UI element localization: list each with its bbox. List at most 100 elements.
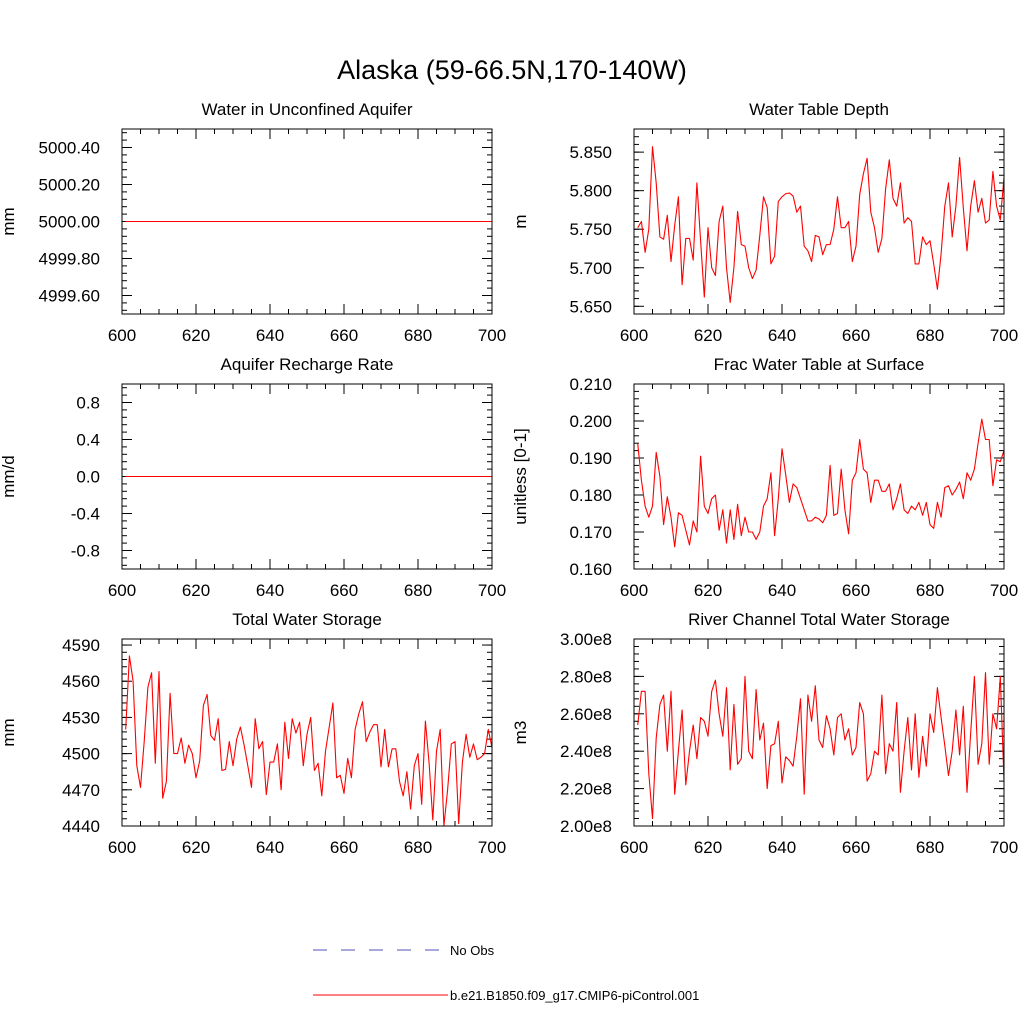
y-axis-label: m [511, 214, 530, 228]
chart-panel-6: River Channel Total Water Storage m3 600 62… [511, 610, 1018, 857]
y-tick-label: 4530 [62, 708, 100, 727]
plot-frame [121, 383, 493, 570]
chart-panel-1: Water in Unconfined Aquifer mm 600 620 640 66… [0, 100, 506, 345]
panel-title: River Channel Total Water Storage [688, 610, 950, 629]
x-tick-label: 620 [182, 326, 210, 345]
x-tick-label: 620 [694, 326, 722, 345]
plot-frame [633, 638, 1005, 827]
series-line [637, 146, 1004, 303]
series-line [125, 655, 492, 827]
y-axis-label: mm [0, 718, 18, 746]
panel-title: Water Table Depth [749, 100, 889, 119]
y-tick-label: 0.160 [569, 560, 612, 579]
x-tick-label: 620 [694, 838, 722, 857]
x-tick-label: 700 [478, 838, 506, 857]
y-tick-label: 4999.80 [39, 250, 100, 269]
chart-panel-2: Water Table Depth m 600 620 640 660 680 700 5.65… [511, 100, 1018, 345]
x-tick-label: 600 [108, 581, 136, 600]
x-tick-label: 680 [916, 326, 944, 345]
x-tick-label: 600 [108, 326, 136, 345]
y-tick-label: 4500 [62, 745, 100, 764]
y-tick-label: 5.750 [569, 220, 612, 239]
series-line [637, 672, 1004, 820]
y-axis-label: unitless [0-1] [511, 428, 530, 524]
x-tick-label: 620 [182, 838, 210, 857]
x-tick-label: 620 [694, 581, 722, 600]
y-tick-label: 0.8 [76, 394, 100, 413]
y-tick-label: 5000.20 [39, 176, 100, 195]
y-tick-label: 0.200 [569, 412, 612, 431]
y-tick-label: 0.170 [569, 523, 612, 542]
x-tick-label: 700 [478, 326, 506, 345]
y-tick-label: 2.60e8 [560, 705, 612, 724]
y-tick-label: 0.210 [569, 375, 612, 394]
figure-title: Alaska (59-66.5N,170-140W) [337, 55, 687, 85]
x-tick-label: 640 [256, 838, 284, 857]
x-tick-label: 640 [256, 581, 284, 600]
plot-frame [121, 638, 493, 827]
legend: No Obs b.e21.B1850.f09_g17.CMIP6-piContr… [313, 943, 699, 1003]
legend-model-label: b.e21.B1850.f09_g17.CMIP6-piControl.001 [450, 988, 699, 1003]
x-tick-label: 640 [768, 581, 796, 600]
x-tick-label: 680 [404, 838, 432, 857]
x-tick-label: 600 [620, 326, 648, 345]
y-tick-label: 5.850 [569, 143, 612, 162]
chart-panel-3: Aquifer Recharge Rate mm/d 600 620 640 660 680… [0, 355, 506, 600]
y-tick-label: 0.190 [569, 449, 612, 468]
chart-panel-5: Total Water Storage mm 600 620 640 660 680 700 4… [0, 610, 506, 857]
x-tick-label: 640 [768, 838, 796, 857]
x-tick-label: 600 [620, 838, 648, 857]
y-tick-label: 5000.40 [39, 139, 100, 158]
plot-frame [633, 128, 1005, 315]
x-tick-label: 600 [108, 838, 136, 857]
y-tick-label: -0.8 [71, 542, 100, 561]
x-tick-label: 660 [330, 326, 358, 345]
x-tick-label: 660 [842, 581, 870, 600]
y-tick-label: 0.0 [76, 468, 100, 487]
y-tick-label: 5.650 [569, 297, 612, 316]
y-axis-label: m3 [511, 721, 530, 745]
x-tick-label: 680 [404, 326, 432, 345]
y-tick-label: 5.700 [569, 259, 612, 278]
x-tick-label: 640 [768, 326, 796, 345]
y-tick-label: 0.4 [76, 431, 100, 450]
x-tick-label: 660 [842, 838, 870, 857]
x-tick-label: 700 [990, 581, 1018, 600]
x-tick-label: 680 [916, 838, 944, 857]
y-tick-label: -0.4 [71, 505, 100, 524]
plot-frame [121, 128, 493, 315]
x-tick-label: 660 [330, 581, 358, 600]
chart-panel-4: Frac Water Table at Surface unitless [0-1… [511, 355, 1018, 600]
panel-title: Water in Unconfined Aquifer [201, 100, 412, 119]
x-tick-label: 660 [842, 326, 870, 345]
legend-obs-label: No Obs [450, 943, 495, 958]
y-axis-label: mm [0, 207, 18, 235]
x-tick-label: 640 [256, 326, 284, 345]
x-tick-label: 660 [330, 838, 358, 857]
series-line [637, 418, 1004, 548]
y-tick-label: 4560 [62, 672, 100, 691]
x-tick-label: 680 [404, 581, 432, 600]
x-tick-label: 620 [182, 581, 210, 600]
x-tick-label: 700 [990, 326, 1018, 345]
x-tick-label: 700 [478, 581, 506, 600]
y-tick-label: 3.00e8 [560, 630, 612, 649]
y-tick-label: 0.180 [569, 486, 612, 505]
y-tick-label: 5.800 [569, 182, 612, 201]
panel-title: Total Water Storage [232, 610, 382, 629]
y-tick-label: 4470 [62, 781, 100, 800]
plot-frame [633, 383, 1005, 570]
x-tick-label: 680 [916, 581, 944, 600]
y-tick-label: 4440 [62, 817, 100, 836]
chart-panels: Water in Unconfined Aquifer mm 600 620 640 66… [0, 100, 1018, 857]
y-tick-label: 2.20e8 [560, 780, 612, 799]
y-tick-label: 2.00e8 [560, 817, 612, 836]
x-tick-label: 700 [990, 838, 1018, 857]
panel-title: Aquifer Recharge Rate [221, 355, 394, 374]
panel-title: Frac Water Table at Surface [714, 355, 925, 374]
y-tick-label: 4999.60 [39, 287, 100, 306]
x-tick-label: 600 [620, 581, 648, 600]
y-tick-label: 5000.00 [39, 213, 100, 232]
y-axis-label: mm/d [0, 455, 18, 498]
